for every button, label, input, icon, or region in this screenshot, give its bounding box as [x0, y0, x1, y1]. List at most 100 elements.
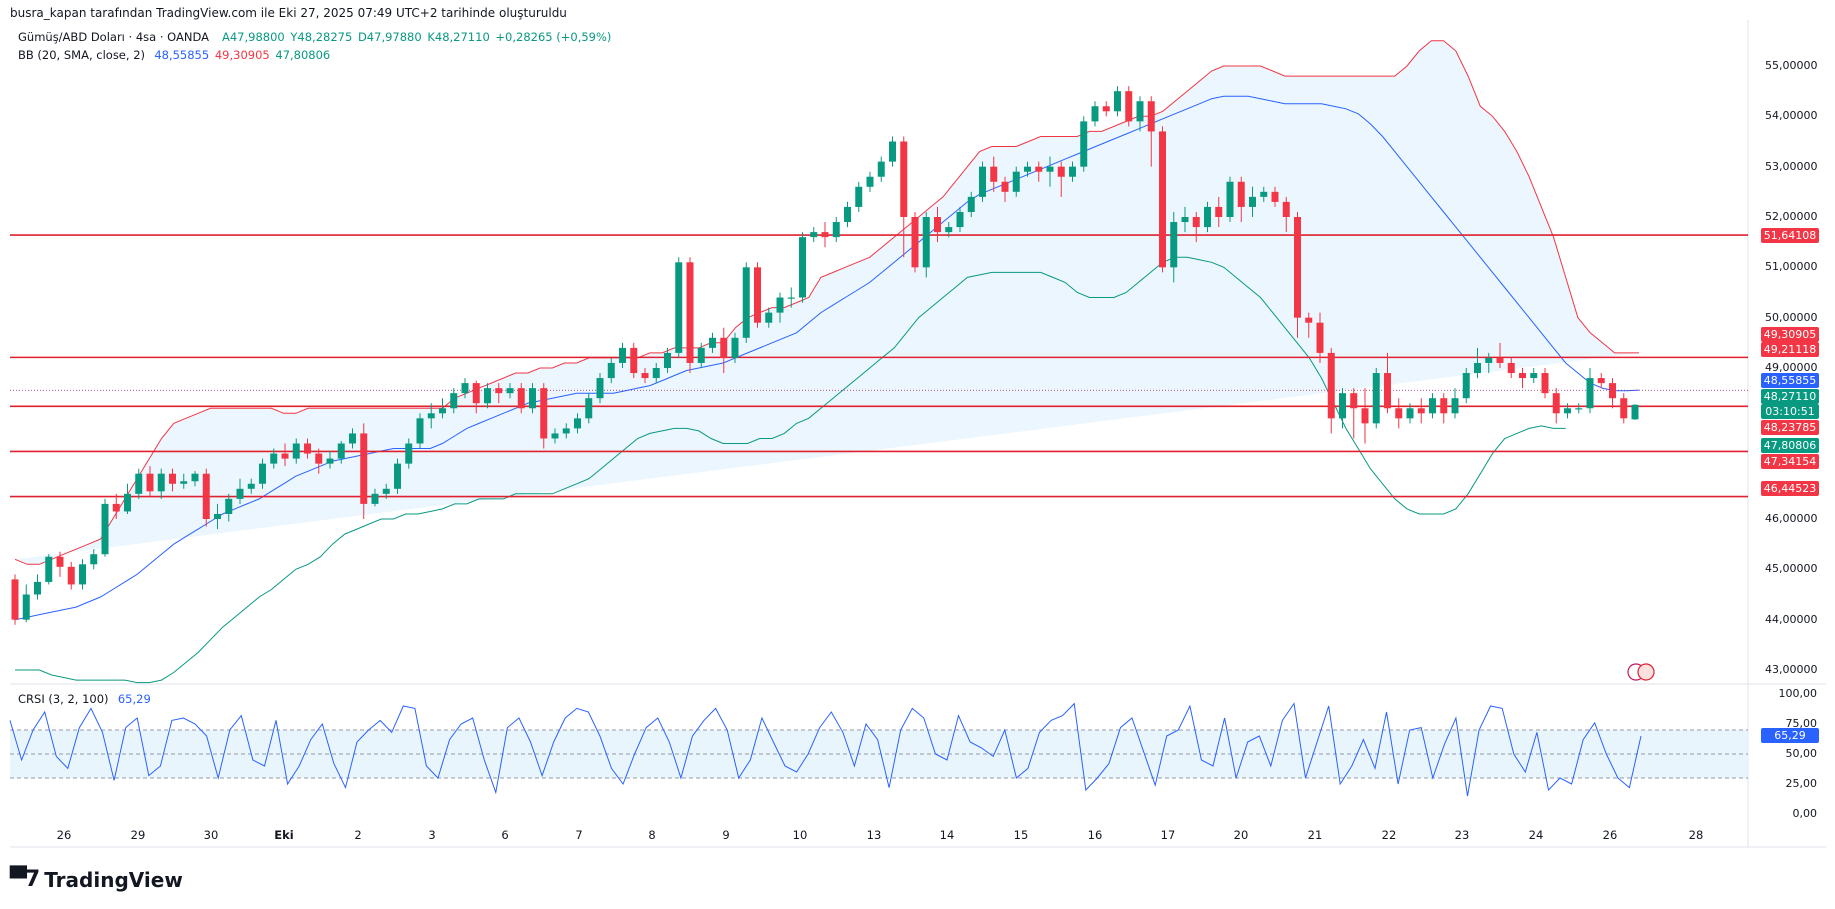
- candle[interactable]: [956, 211, 964, 228]
- candle[interactable]: [1136, 101, 1144, 122]
- candle[interactable]: [945, 227, 953, 233]
- candle[interactable]: [1057, 166, 1065, 177]
- symbol-name[interactable]: Gümüş/ABD Doları · 4sa · OANDA: [18, 30, 210, 44]
- candle[interactable]: [169, 473, 176, 484]
- candle[interactable]: [1271, 191, 1279, 202]
- candle[interactable]: [79, 564, 86, 585]
- candle[interactable]: [810, 232, 818, 238]
- candle[interactable]: [1361, 408, 1369, 424]
- candle[interactable]: [1260, 191, 1268, 197]
- candle[interactable]: [1091, 106, 1099, 122]
- candle[interactable]: [1114, 91, 1121, 112]
- candle[interactable]: [1609, 383, 1616, 399]
- candle[interactable]: [146, 473, 154, 492]
- candle[interactable]: [349, 433, 356, 444]
- candle[interactable]: [776, 297, 784, 313]
- candle[interactable]: [686, 262, 694, 363]
- candle[interactable]: [405, 443, 413, 464]
- candle[interactable]: [304, 443, 311, 454]
- candle[interactable]: [799, 237, 806, 298]
- candle[interactable]: [844, 206, 851, 223]
- candle[interactable]: [225, 498, 233, 514]
- candle[interactable]: [911, 217, 919, 268]
- candle[interactable]: [1541, 373, 1549, 394]
- candle[interactable]: [236, 488, 244, 499]
- candle[interactable]: [427, 413, 435, 419]
- candle[interactable]: [821, 232, 829, 238]
- candle[interactable]: [607, 362, 615, 379]
- candle[interactable]: [292, 443, 300, 459]
- candle[interactable]: [900, 141, 908, 218]
- candle[interactable]: [1237, 181, 1245, 207]
- candle[interactable]: [1384, 373, 1391, 409]
- candle[interactable]: [112, 503, 120, 512]
- candle[interactable]: [1159, 131, 1166, 268]
- candle[interactable]: [664, 352, 671, 368]
- candle[interactable]: [832, 222, 840, 238]
- candle[interactable]: [67, 566, 75, 585]
- candle[interactable]: [135, 473, 143, 494]
- candle[interactable]: [382, 488, 390, 494]
- candle[interactable]: [495, 388, 503, 394]
- candle[interactable]: [326, 458, 334, 464]
- candle[interactable]: [191, 473, 199, 482]
- candle[interactable]: [641, 373, 649, 379]
- candle[interactable]: [461, 383, 469, 394]
- candle[interactable]: [967, 196, 975, 212]
- candle[interactable]: [1294, 217, 1301, 318]
- candle[interactable]: [1339, 393, 1346, 419]
- candle[interactable]: [922, 217, 930, 268]
- candle[interactable]: [1552, 393, 1560, 414]
- candle[interactable]: [11, 579, 19, 620]
- candle[interactable]: [360, 433, 368, 504]
- candle[interactable]: [652, 368, 660, 379]
- candle[interactable]: [1069, 166, 1076, 177]
- candle[interactable]: [1631, 404, 1639, 420]
- candle[interactable]: [1417, 408, 1425, 414]
- candle[interactable]: [1102, 106, 1110, 112]
- candle[interactable]: [1496, 357, 1504, 363]
- candle[interactable]: [1215, 206, 1223, 217]
- candle[interactable]: [439, 408, 446, 414]
- candle[interactable]: [315, 453, 323, 464]
- candle[interactable]: [281, 453, 289, 459]
- candle[interactable]: [742, 267, 750, 338]
- candle[interactable]: [709, 337, 716, 348]
- candle[interactable]: [1372, 373, 1380, 424]
- candle[interactable]: [1485, 357, 1493, 363]
- candle[interactable]: [765, 312, 773, 323]
- candle[interactable]: [979, 166, 986, 197]
- candle[interactable]: [1305, 317, 1313, 323]
- candle[interactable]: [529, 388, 536, 409]
- candle[interactable]: [731, 337, 739, 358]
- candle[interactable]: [1035, 166, 1043, 172]
- crsi-title[interactable]: CRSI (3, 2, 100): [18, 692, 109, 706]
- candle[interactable]: [180, 481, 188, 484]
- candle[interactable]: [787, 297, 795, 299]
- candle[interactable]: [1316, 322, 1324, 353]
- candle[interactable]: [337, 443, 345, 459]
- candle[interactable]: [1564, 408, 1571, 414]
- candle[interactable]: [1080, 121, 1088, 167]
- candle[interactable]: [1282, 201, 1290, 217]
- candle[interactable]: [202, 473, 210, 519]
- candle[interactable]: [1327, 352, 1335, 419]
- candle[interactable]: [562, 428, 570, 434]
- candle[interactable]: [517, 388, 525, 409]
- candle[interactable]: [855, 186, 863, 207]
- candle[interactable]: [1462, 373, 1470, 399]
- candle[interactable]: [574, 418, 581, 429]
- candle[interactable]: [270, 453, 278, 464]
- candle[interactable]: [34, 581, 41, 595]
- candle[interactable]: [1406, 408, 1414, 419]
- candle[interactable]: [990, 166, 998, 182]
- candle[interactable]: [157, 473, 165, 492]
- candle[interactable]: [1181, 217, 1189, 223]
- candle[interactable]: [697, 347, 705, 363]
- candle[interactable]: [416, 418, 424, 444]
- candle[interactable]: [1519, 373, 1526, 379]
- candle[interactable]: [889, 141, 896, 162]
- candle[interactable]: [371, 493, 379, 504]
- candle[interactable]: [866, 176, 874, 187]
